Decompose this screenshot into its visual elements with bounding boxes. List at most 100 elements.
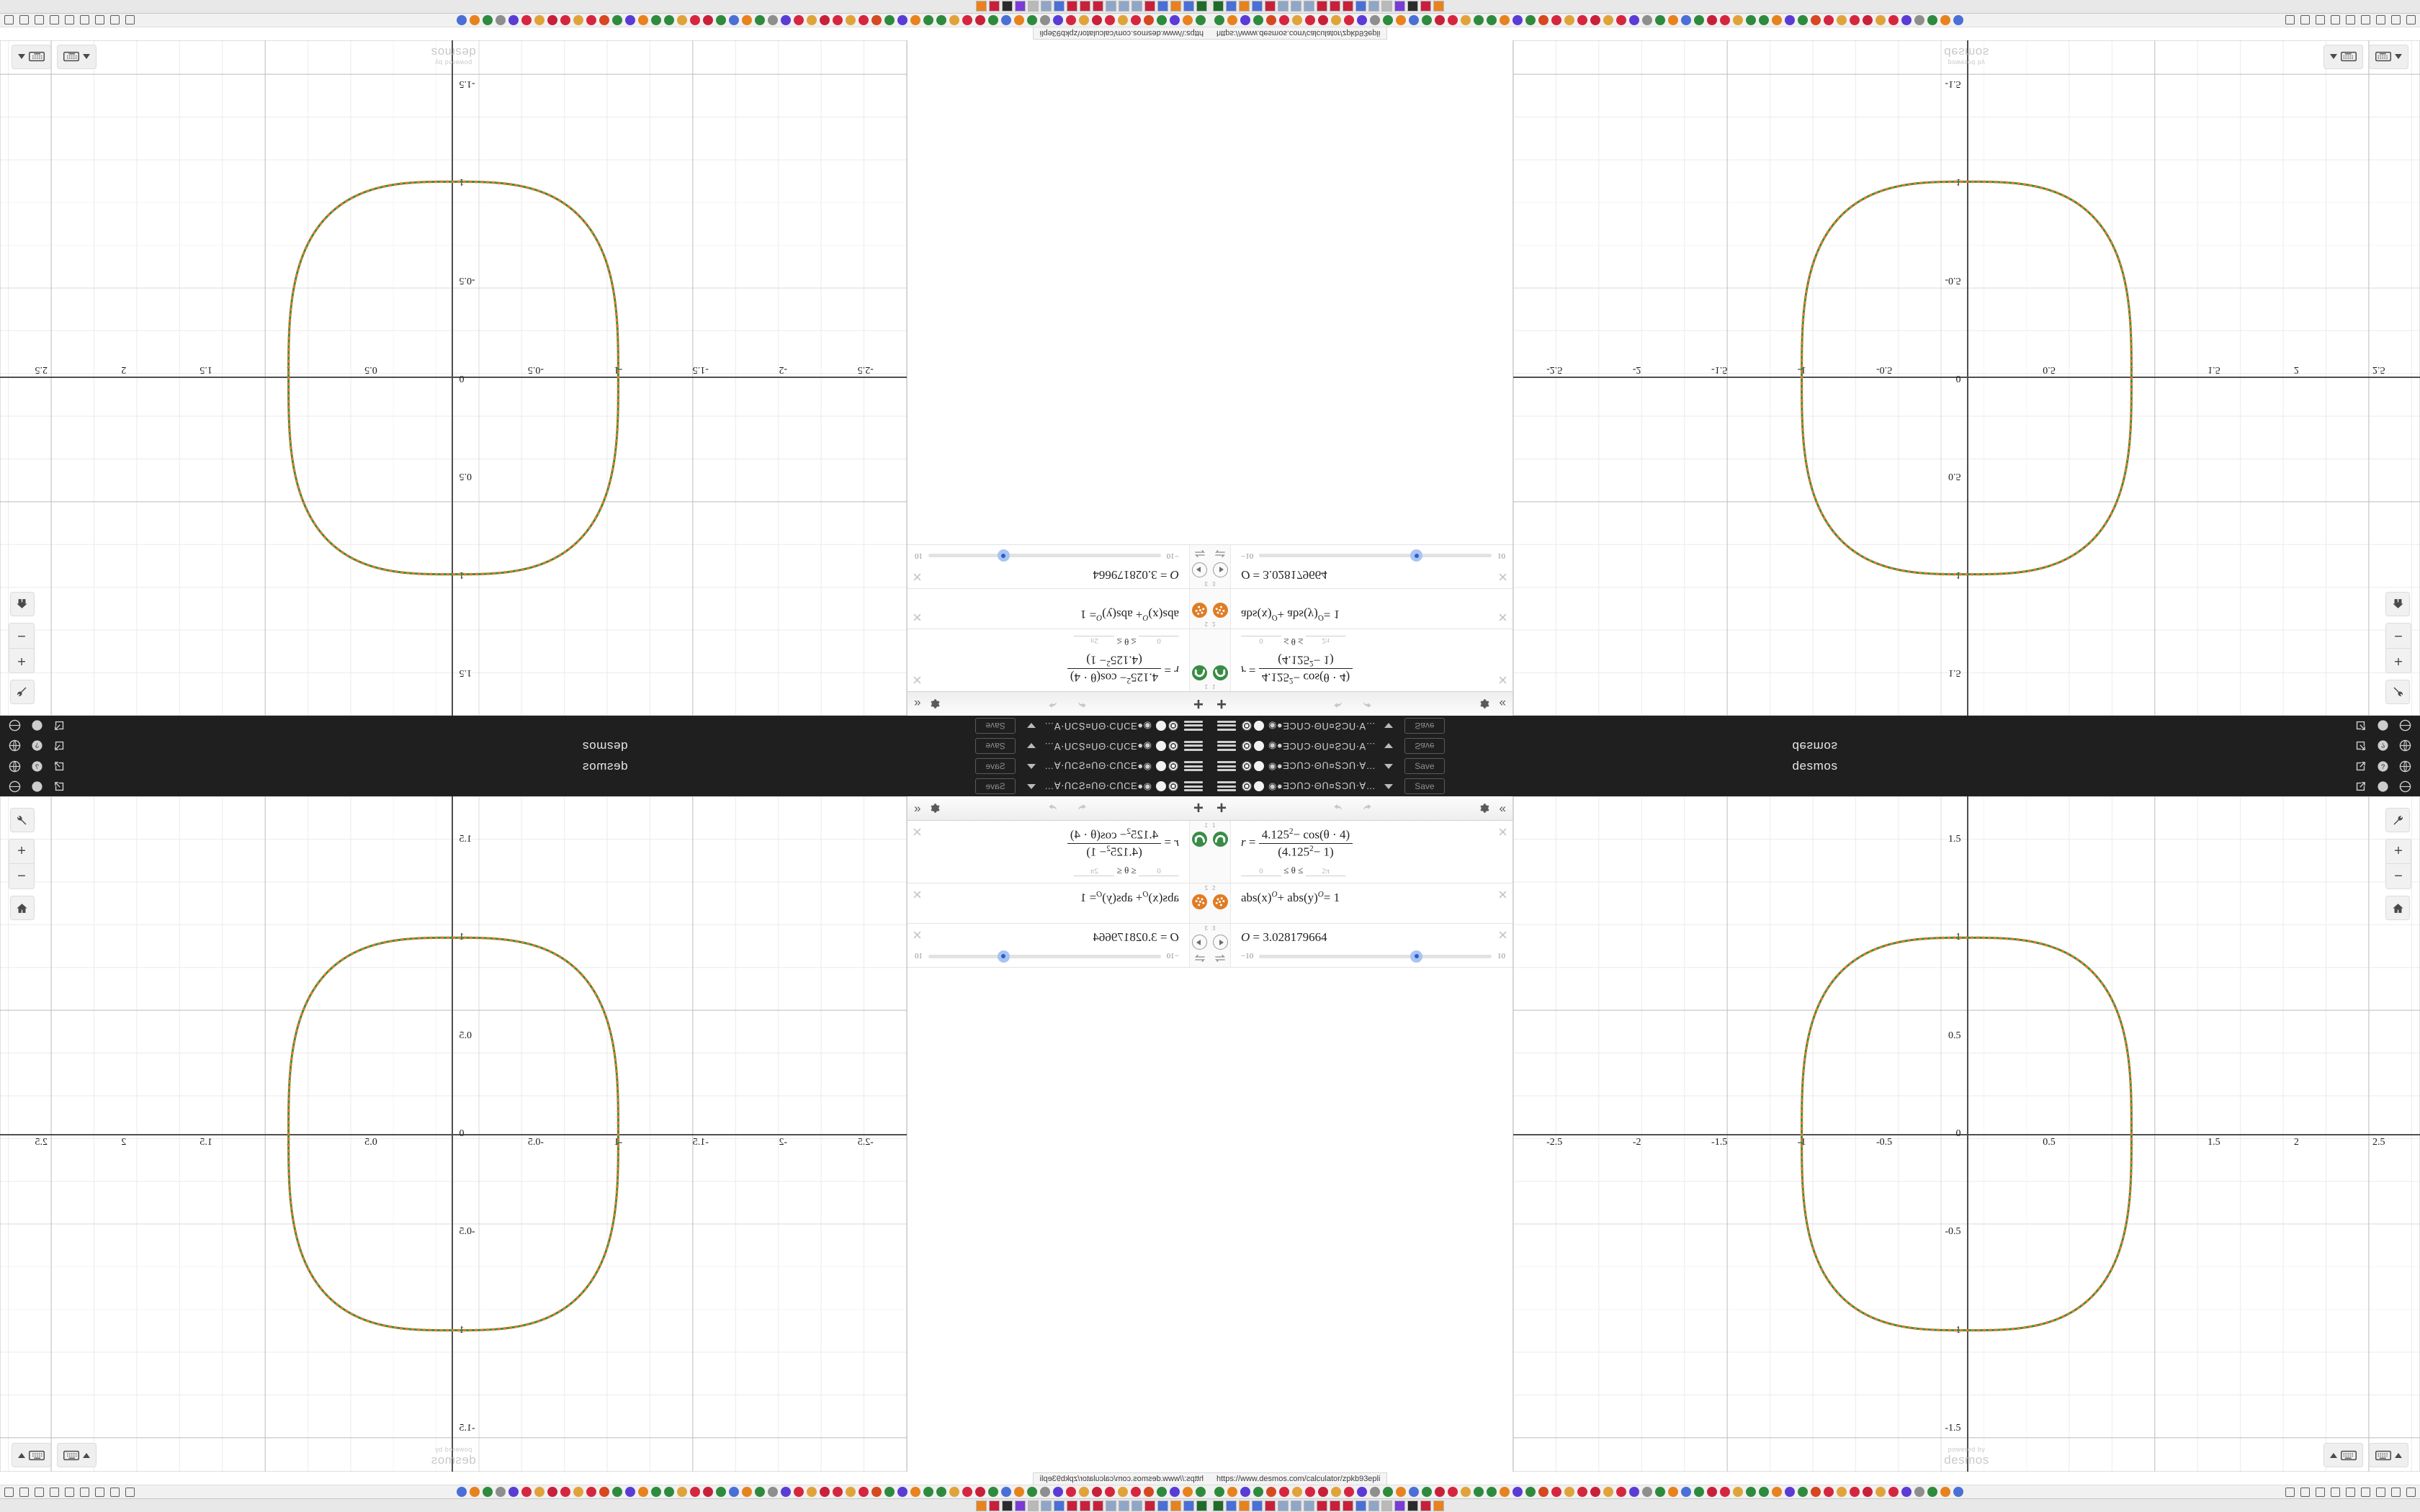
bookmark-icon[interactable] (1863, 15, 1873, 25)
taskbar-app-icon[interactable] (1239, 1, 1250, 12)
taskbar-app-icon[interactable] (1355, 1, 1366, 12)
bookmark-icon[interactable] (1577, 1487, 1587, 1497)
bookmark-icon[interactable] (833, 1487, 843, 1497)
bookmark-icon[interactable] (560, 15, 570, 25)
taskbar-app-icon[interactable] (976, 1500, 987, 1511)
bookmark-icon[interactable] (1240, 1487, 1250, 1497)
reader-icon[interactable] (65, 1487, 74, 1497)
taskbar-app-icon[interactable] (1213, 1500, 1224, 1511)
bookmark-icon[interactable] (1707, 1487, 1717, 1497)
taskbar-app-icon[interactable] (1420, 1, 1431, 12)
share-icon[interactable] (53, 720, 66, 732)
slider-track[interactable] (928, 950, 1161, 963)
bookmark-icon[interactable] (1616, 15, 1626, 25)
bookmark-icon[interactable] (1500, 15, 1510, 25)
bookmark-icon[interactable] (547, 1487, 557, 1497)
swap-direction-icon[interactable] (1214, 954, 1226, 963)
share-icon[interactable] (2354, 780, 2367, 793)
wrench-icon[interactable] (10, 808, 35, 832)
bookmark-icon[interactable] (599, 15, 609, 25)
help-icon[interactable]: ? (31, 740, 43, 752)
bookmark-icon[interactable] (547, 15, 557, 25)
bookmark-icon[interactable] (729, 1487, 739, 1497)
delete-expression-button[interactable] (1497, 827, 1508, 837)
bookmark-icon[interactable] (1461, 15, 1471, 25)
domain-max-field[interactable]: 2π (1074, 867, 1115, 877)
bookmark-icon[interactable] (1863, 1487, 1873, 1497)
bookmark-icon[interactable] (1092, 15, 1102, 25)
bookmark-icon[interactable] (742, 15, 752, 25)
bookmark-icon[interactable] (871, 15, 882, 25)
bookmark-icon[interactable] (638, 15, 648, 25)
bookmark-icon[interactable] (1720, 1487, 1730, 1497)
taskbar-app-icon[interactable] (1183, 1, 1194, 12)
add-expression-button[interactable]: + (1216, 798, 1227, 818)
reload-icon[interactable] (80, 1487, 89, 1497)
domain-max-field[interactable]: 2π (1074, 635, 1115, 645)
taskbar-app-icon[interactable] (1265, 1, 1276, 12)
bookmark-icon[interactable] (1053, 1487, 1063, 1497)
taskbar-app-icon[interactable] (1433, 1, 1444, 12)
gear-icon[interactable] (931, 803, 941, 814)
share-icon[interactable] (2354, 740, 2367, 752)
reload-icon[interactable] (80, 15, 89, 25)
hamburger-icon[interactable] (1184, 721, 1203, 731)
bookmark-icon[interactable] (1409, 15, 1419, 25)
delete-expression-button[interactable] (1497, 930, 1508, 940)
globe-icon[interactable] (2361, 15, 2370, 25)
graph-canvas[interactable]: -2.5 -2 -1.5 -1 -0.5 0.5 1 1.5 2 2.5 1.5 1 0.5 0 -0.5-… (1513, 40, 2420, 716)
bookmark-icon[interactable] (1253, 1487, 1263, 1497)
bookmark-icon[interactable] (1227, 15, 1237, 25)
taskbar-app-icon[interactable] (1265, 1500, 1276, 1511)
zoom-in-button[interactable]: + (2386, 648, 2411, 672)
forward-arrow-icon[interactable] (95, 1487, 104, 1497)
bookmark-icon[interactable] (716, 15, 726, 25)
curve-color-swatch-orange[interactable] (1192, 602, 1207, 618)
bookmark-icon[interactable] (1798, 15, 1808, 25)
thumb-icon[interactable] (35, 1487, 44, 1497)
bookmark-icon[interactable] (1461, 1487, 1471, 1497)
taskbar-app-icon[interactable] (1144, 1, 1155, 12)
keyboard-toggle-button-secondary[interactable] (2369, 1443, 2408, 1467)
expression-row[interactable]: 2 abs(x)O+ abs(y)O= 1 (908, 588, 1210, 629)
bookmark-icon[interactable] (1927, 1487, 1937, 1497)
gear-icon[interactable] (1479, 698, 1489, 709)
bookmark-icon[interactable] (703, 1487, 713, 1497)
bookmark-icon[interactable] (1655, 15, 1665, 25)
bookmark-icon[interactable] (1525, 1487, 1536, 1497)
bookmark-icon[interactable] (936, 15, 946, 25)
globe-icon[interactable] (2399, 760, 2411, 773)
expression-row[interactable]: 3 O = 3.028179664 −10 (908, 924, 1210, 968)
bookmark-icon[interactable] (1079, 1487, 1089, 1497)
undo-icon[interactable] (1333, 802, 1345, 814)
bookmark-icon[interactable] (1079, 15, 1089, 25)
bookmark-icon[interactable] (703, 15, 713, 25)
chevron-down-icon[interactable] (1384, 783, 1394, 789)
expression-row[interactable]: 1 r = 4.1252− cos(θ · 4) (4 (908, 821, 1210, 884)
help-icon[interactable] (2377, 780, 2389, 793)
wrench-icon[interactable] (10, 680, 35, 704)
taskbar-app-icon[interactable] (1226, 1, 1237, 12)
reader-icon[interactable] (2346, 15, 2355, 25)
taskbar-app-icon[interactable] (1144, 1500, 1155, 1511)
bookmark-icon[interactable] (625, 15, 635, 25)
tab-title[interactable]: ◉●ƎϽՈϽ⋅ΘՈ¤ՏϽՈ⋅Ɐ… (1044, 741, 1152, 752)
bookmark-icon[interactable] (794, 1487, 804, 1497)
bookmark-icon[interactable] (910, 15, 920, 25)
bookmark-icon[interactable] (781, 1487, 791, 1497)
globe-icon[interactable] (2399, 720, 2411, 732)
keyboard-toggle-button-secondary[interactable] (12, 45, 51, 69)
save-button[interactable]: Save (975, 778, 1016, 794)
bookmark-icon[interactable] (1953, 1487, 1963, 1497)
bookmark-icon[interactable] (1837, 15, 1847, 25)
taskbar-app-icon[interactable] (1080, 1500, 1090, 1511)
bookmark-icon[interactable] (1772, 1487, 1782, 1497)
globe-icon[interactable] (9, 780, 21, 793)
taskbar-app-icon[interactable] (1106, 1500, 1116, 1511)
slider-min-label[interactable]: −10 (1241, 551, 1254, 560)
help-icon[interactable]: ? (2377, 760, 2389, 773)
expression-body[interactable]: r = 4.1252− cos(θ · 4) (4.1252− 1) 0 ≤ θ… (1231, 629, 1512, 691)
bookmark-icon[interactable] (1901, 15, 1912, 25)
delete-expression-button[interactable] (912, 572, 923, 582)
forward-arrow-icon[interactable] (2316, 1487, 2325, 1497)
